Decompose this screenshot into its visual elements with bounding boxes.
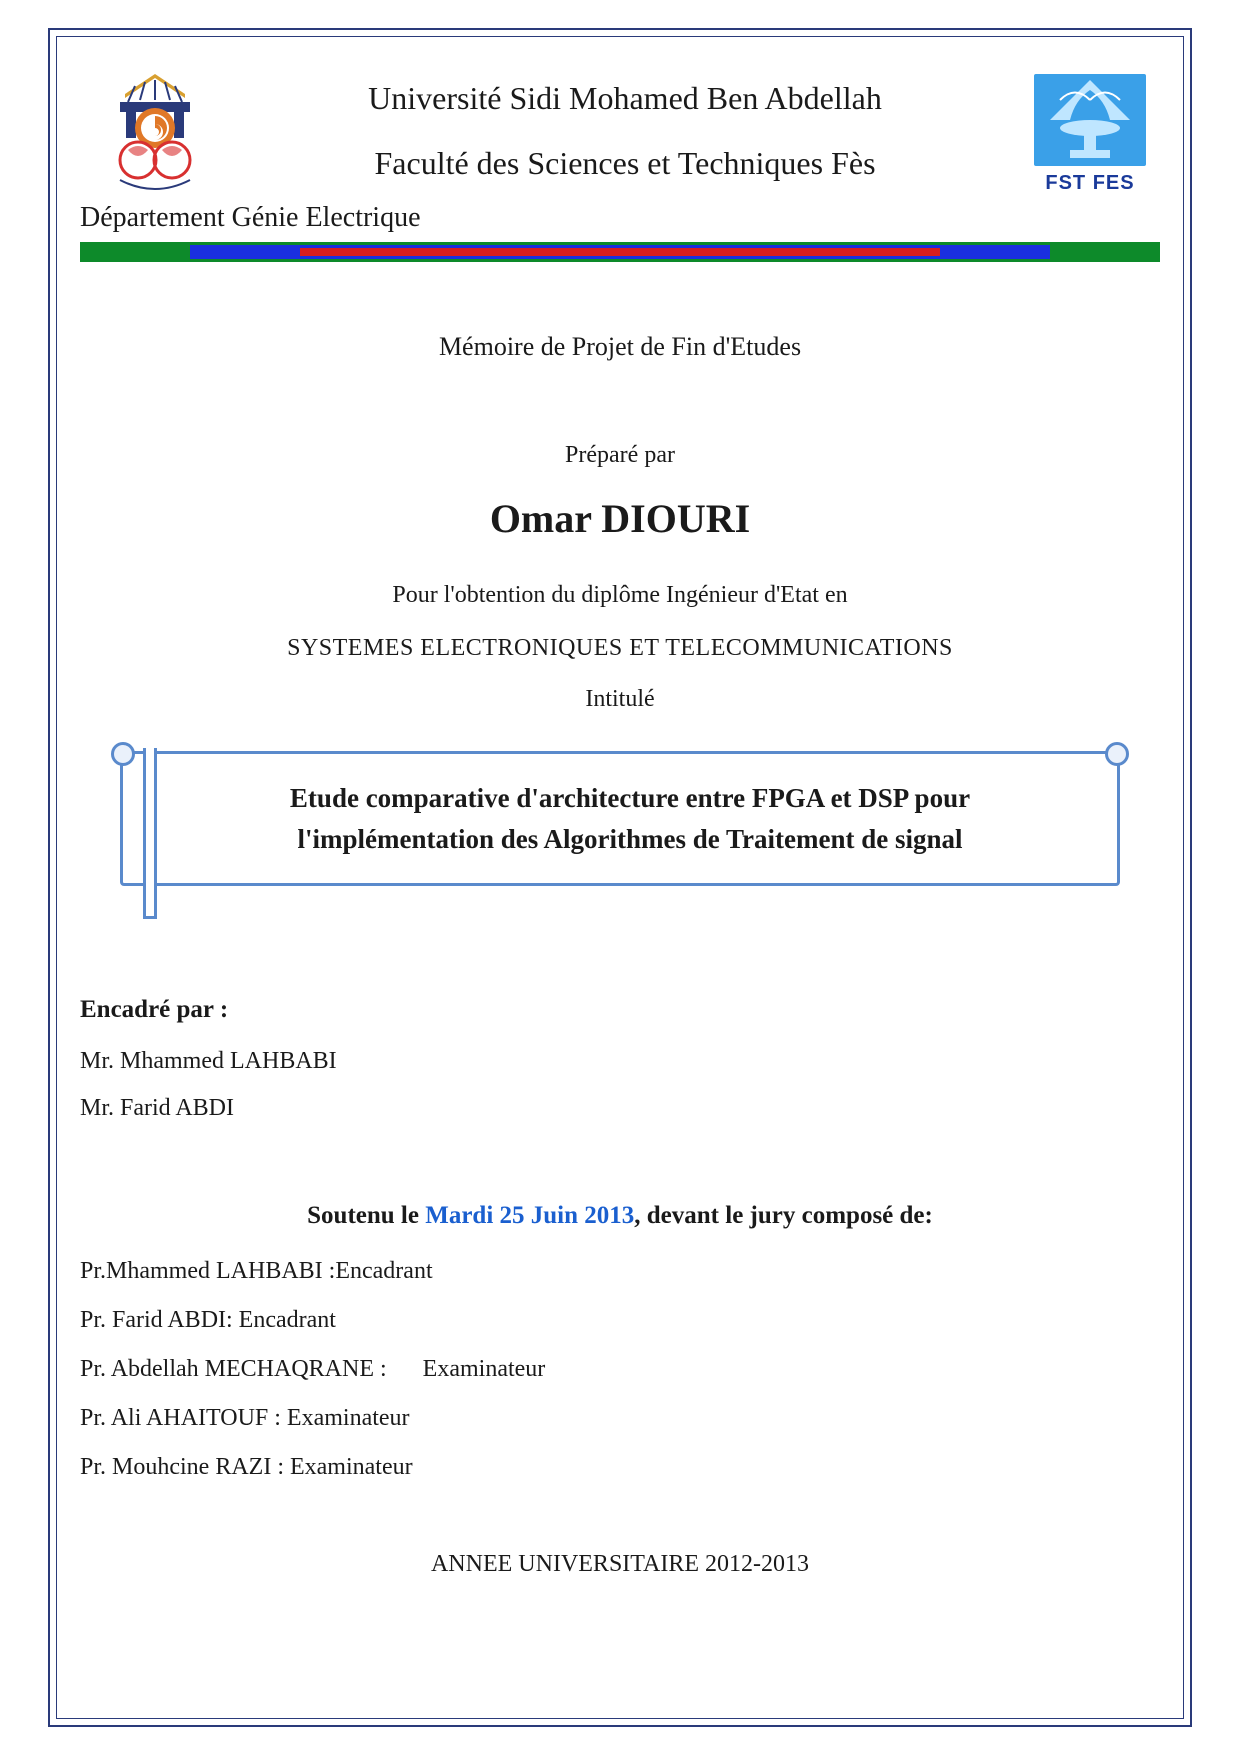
academic-year: ANNEE UNIVERSITAIRE 2012-2013 [80,1551,1160,1578]
defense-prefix: Soutenu le [307,1202,425,1229]
scroll-knob-icon [111,742,135,766]
jury-member: Pr. Ali AHAITOUF : Examinateur [80,1405,1160,1432]
supervisor-name: Mr. Mhammed LAHBABI [80,1048,1160,1075]
page-content: Université Sidi Mohamed Ben Abdellah Fac… [80,60,1160,1695]
header-titles: Université Sidi Mohamed Ben Abdellah Fac… [250,60,1000,182]
defense-suffix: , devant le jury composé de: [634,1202,933,1229]
defense-line: Soutenu le Mardi 25 Juin 2013, devant le… [80,1202,1160,1230]
obtention-text: Pour l'obtention du diplôme Ingénieur d'… [80,582,1160,609]
intitule-label: Intitulé [80,686,1160,713]
jury-member: Pr. Farid ABDI: Encadrant [80,1307,1160,1334]
thesis-title: Etude comparative d'architecture entre F… [183,778,1077,859]
supervisor-name: Mr. Farid ABDI [80,1095,1160,1122]
scroll-knob-icon [1105,742,1129,766]
university-name: Université Sidi Mohamed Ben Abdellah [250,80,1000,117]
thesis-title-line2: l'implémentation des Algorithmes de Trai… [298,824,963,854]
color-stripes [80,242,1160,262]
jury-member: Pr.Mhammed LAHBABI :Encadrant [80,1258,1160,1285]
defense-date: Mardi 25 Juin 2013 [425,1202,634,1229]
faculty-name: Faculté des Sciences et Techniques Fès [250,145,1000,182]
specialty-text: SYSTEMES ELECTRONIQUES ET TELECOMMUNICAT… [80,635,1160,662]
jury-member: Pr. Mouhcine RAZI : Examinateur [80,1454,1160,1481]
memoire-label: Mémoire de Projet de Fin d'Etudes [80,332,1160,362]
fst-logo-label: FST FES [1045,172,1134,195]
thesis-title-line1: Etude comparative d'architecture entre F… [290,783,970,813]
header-row: Université Sidi Mohamed Ben Abdellah Fac… [80,60,1160,210]
jury-member: Pr. Abdellah MECHAQRANE : Examinateur [80,1356,1160,1383]
jury-list: Pr.Mhammed LAHBABI :Encadrant Pr. Farid … [80,1258,1160,1481]
scroll-bar-icon [143,748,157,919]
supervisors-label: Encadré par : [80,996,1160,1024]
department-name: Département Génie Electrique [80,202,1160,234]
fst-logo-icon: FST FES [1020,60,1160,210]
university-crest-icon [80,60,230,210]
supervisors-block: Encadré par : Mr. Mhammed LAHBABI Mr. Fa… [80,996,1160,1122]
stripe-red [300,248,940,256]
prepared-by-label: Préparé par [80,442,1160,469]
title-box: Etude comparative d'architecture entre F… [120,751,1120,886]
author-name: Omar DIOURI [80,495,1160,542]
